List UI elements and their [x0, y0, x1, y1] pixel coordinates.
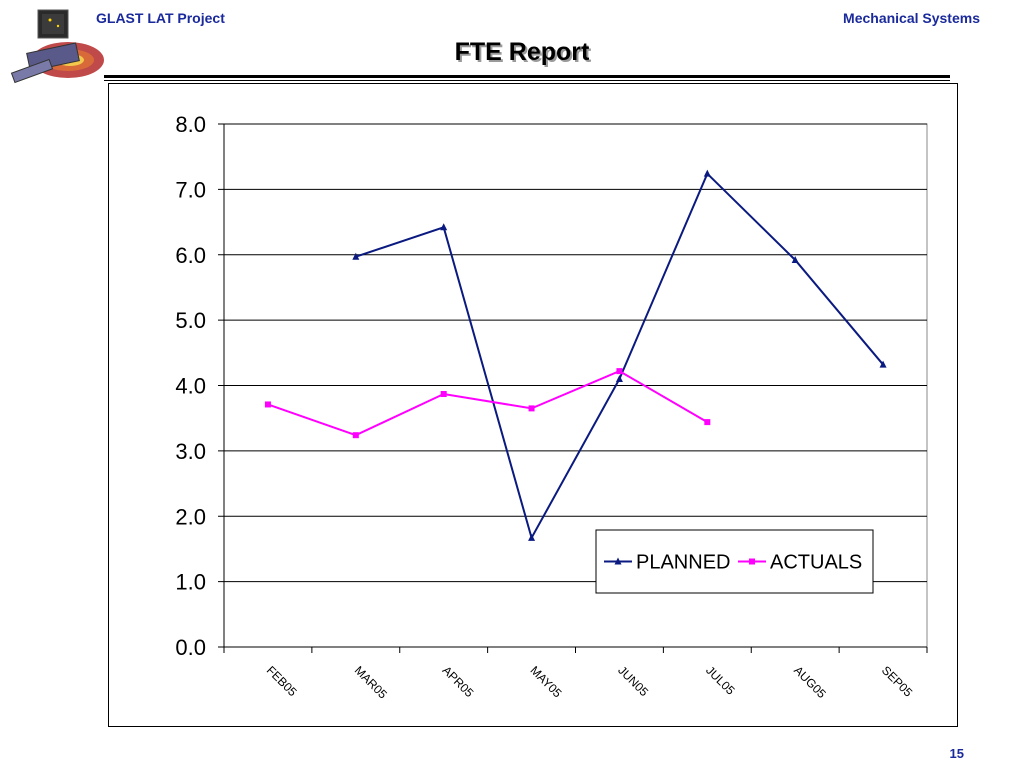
series-line-actuals: [267, 370, 708, 437]
y-tick-label: 8.0: [175, 112, 206, 137]
x-tick-label: JUL05: [703, 663, 738, 698]
point-planned: [703, 169, 711, 177]
y-tick-label: 0.0: [175, 635, 206, 660]
legend-box: [595, 529, 874, 594]
title-rule: [104, 75, 950, 78]
department-name: Mechanical Systems: [843, 10, 980, 26]
y-tick-label: 7.0: [175, 177, 206, 202]
point-planned: [440, 223, 448, 231]
point-actuals: [352, 432, 359, 439]
point-planned: [791, 255, 799, 263]
point-planned: [615, 374, 623, 382]
legend-marker-planned: [614, 557, 622, 565]
legend-marker-actuals: [749, 558, 755, 565]
y-tick-label: 1.0: [175, 570, 206, 595]
point-actuals: [264, 401, 271, 408]
point-planned: [528, 533, 536, 541]
y-tick-label: 2.0: [175, 504, 206, 529]
x-tick-label: APR05: [440, 663, 477, 700]
point-actuals: [440, 390, 447, 397]
x-tick-label: AUG05: [791, 663, 829, 701]
y-tick-label: 4.0: [175, 374, 206, 399]
fte-line-chart: 0.0 1.0 2.0 3.0 4.0 5.0 6.0 7.0 8.0 FEB05 MAR05 APR…: [175, 112, 928, 702]
point-planned: [352, 252, 360, 260]
title-rule-thin: [104, 80, 950, 81]
point-actuals: [704, 419, 711, 426]
project-name: GLAST LAT Project: [96, 10, 225, 26]
legend-label-planned: PLANNED: [636, 552, 730, 574]
glast-logo-icon: [6, 8, 106, 84]
x-tick-label: JUN05: [615, 663, 651, 699]
page-number: 15: [949, 746, 964, 761]
y-tick-label: 5.0: [175, 308, 206, 333]
chart-frame: 0.0 1.0 2.0 3.0 4.0 5.0 6.0 7.0 8.0 FEB05 MAR05 APR…: [108, 83, 958, 727]
series-line-planned: [355, 171, 884, 541]
x-tick-label: SEP05: [879, 663, 916, 700]
x-tick-label: MAY05: [527, 663, 564, 700]
y-tick-label: 6.0: [175, 243, 206, 268]
x-tick-label: MAR05: [352, 663, 390, 701]
point-actuals: [616, 368, 623, 375]
y-tick-label: 3.0: [175, 439, 206, 464]
x-tick-label: FEB05: [264, 663, 300, 699]
point-actuals: [528, 405, 535, 412]
point-planned: [879, 360, 887, 368]
slide-title: FTE Report: [454, 38, 590, 66]
legend-label-actuals: ACTUALS: [770, 552, 862, 574]
